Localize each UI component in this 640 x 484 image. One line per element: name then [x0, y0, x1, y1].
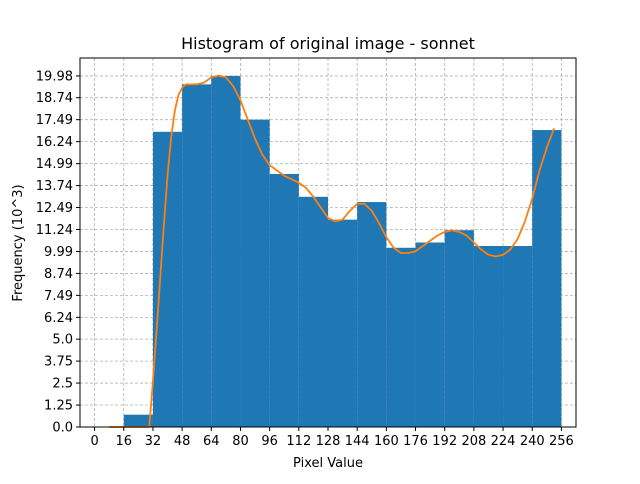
- y-tick-label: 12.49: [36, 201, 73, 216]
- histogram-bar: [444, 230, 474, 427]
- histogram-bar: [357, 202, 387, 427]
- y-axis-label: Frequency (10^3): [11, 184, 26, 301]
- histogram-bar: [415, 242, 445, 427]
- x-tick-label: 128: [316, 434, 341, 449]
- x-tick-label: 160: [374, 434, 399, 449]
- histogram-bar: [269, 173, 299, 427]
- histogram-bar: [123, 414, 153, 427]
- x-tick-label: 96: [261, 434, 278, 449]
- y-tick-label: 2.5: [52, 377, 73, 392]
- x-tick-label: 112: [286, 434, 311, 449]
- x-tick-label: 32: [145, 434, 162, 449]
- histogram-bar: [386, 247, 416, 427]
- y-tick-label: 1.25: [44, 399, 73, 414]
- histogram-bar: [298, 196, 328, 427]
- y-tick-label: 17.49: [36, 113, 73, 128]
- y-tick-label: 0.0: [52, 421, 73, 436]
- y-tick-label: 11.24: [36, 223, 73, 238]
- y-tick-label: 6.24: [44, 311, 73, 326]
- y-tick-label: 3.75: [44, 355, 73, 370]
- y-tick-label: 9.99: [44, 245, 73, 260]
- y-tick-label: 19.98: [36, 69, 73, 84]
- histogram-bar: [182, 84, 212, 427]
- histogram-bars: [123, 75, 562, 428]
- histogram-bar: [240, 119, 270, 427]
- y-tick-label: 16.24: [36, 135, 73, 150]
- y-tick-label: 14.99: [36, 157, 73, 172]
- kde-curve-layer: [109, 74, 555, 428]
- x-tick-label: 224: [491, 434, 516, 449]
- kde-curve: [109, 74, 555, 428]
- histogram-bar: [532, 130, 562, 428]
- y-tick-label: 7.49: [44, 289, 73, 304]
- x-tick-label: 16: [115, 434, 132, 449]
- x-tick-label: 256: [549, 434, 574, 449]
- histogram-bar: [503, 246, 533, 427]
- x-tick-label: 64: [203, 434, 220, 449]
- y-tick-label: 18.74: [36, 91, 73, 106]
- axes: 0 16 32 48 64 80 96 112 128 144 160 176 192 208 224 240…: [36, 57, 577, 449]
- x-tick-label: 208: [461, 434, 486, 449]
- histogram-bar: [473, 246, 504, 427]
- y-tick-label: 13.74: [36, 179, 73, 194]
- x-tick-label: 48: [174, 434, 191, 449]
- y-tick-label: 8.74: [44, 267, 73, 282]
- x-tick-label: 0: [90, 434, 98, 449]
- x-tick-label: 240: [520, 434, 545, 449]
- histogram-bar: [328, 219, 358, 427]
- x-tick-label: 192: [432, 434, 457, 449]
- x-tick-label: 144: [345, 434, 370, 449]
- x-tick-label: 176: [403, 434, 428, 449]
- chart-title: Histogram of original image - sonnet: [181, 34, 475, 53]
- x-axis-label: Pixel Value: [293, 456, 363, 471]
- x-tick-label: 80: [232, 434, 249, 449]
- histogram-bar: [211, 75, 241, 428]
- y-tick-label: 5.0: [52, 333, 73, 348]
